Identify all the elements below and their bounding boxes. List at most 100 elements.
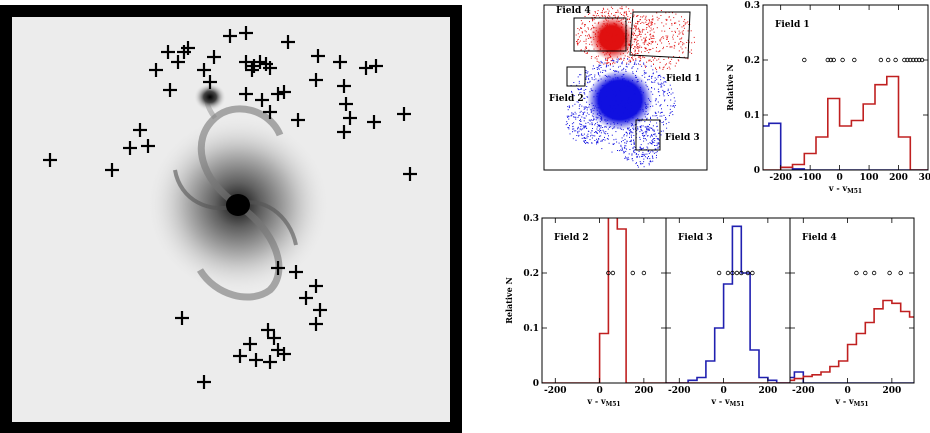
data-point-marker [716, 270, 722, 276]
data-point-marker [739, 270, 744, 276]
plus-marker-icon [43, 153, 57, 167]
x-tick-label: -200 [544, 386, 567, 396]
plus-marker-icon [397, 107, 411, 121]
plus-marker-icon [245, 63, 259, 77]
galaxy-image [0, 5, 462, 433]
y-tick-label: 0 [533, 379, 539, 389]
plus-marker-icon [203, 75, 217, 89]
plus-marker-icon [343, 111, 357, 125]
data-point-marker [840, 57, 845, 63]
plus-marker-icon [197, 63, 211, 77]
plus-marker-icon [359, 61, 373, 75]
plus-marker-icon [367, 115, 381, 129]
y-tick-label: 0.1 [744, 111, 760, 121]
y-axis-label: Relative N [725, 64, 735, 111]
plus-marker-icon [313, 303, 327, 317]
plus-marker-icon [261, 323, 275, 337]
x-tick-label: 0 [720, 386, 726, 396]
plus-marker-icon [207, 50, 221, 64]
plus-marker-icon [277, 347, 291, 361]
red-scatter [575, 6, 695, 71]
data-point-marker [802, 57, 807, 63]
data-point-marker [902, 57, 907, 63]
data-point-marker [610, 270, 616, 276]
plus-marker-icon [339, 97, 353, 111]
data-point-marker [917, 57, 922, 63]
map-label-field-2: Field 2 [549, 94, 584, 104]
histogram-series-2 [763, 75, 928, 170]
plus-marker-icon [337, 125, 351, 139]
histogram-panel-4: -200 0 200 Field 4 v - vM51 [789, 217, 915, 408]
histogram-panel-2: -200 0 200 0 0.1 0.2 0.3 Field 2 v - vM51 Relativ… [504, 214, 667, 408]
y-tick-label: 0.3 [523, 214, 539, 224]
x-tick-label: 300 [919, 173, 930, 183]
x-tick-label: 200 [634, 386, 653, 396]
histogram-series-2 [790, 299, 914, 382]
plus-marker-icon [271, 87, 285, 101]
plus-marker-icon [263, 355, 277, 369]
plus-marker-icon [277, 85, 291, 99]
y-tick-label: 0.3 [744, 1, 760, 11]
map-label-field-4: Field 4 [556, 6, 591, 16]
plus-marker-icon [253, 55, 267, 69]
plus-marker-icon [271, 261, 285, 275]
plus-marker-icon [163, 83, 177, 97]
data-point-marker [734, 270, 740, 276]
y-tick-label: 0 [754, 166, 760, 176]
plus-marker-icon [291, 113, 305, 127]
histogram-series-1 [666, 225, 790, 383]
data-point-marker [745, 270, 751, 276]
histogram-title: Field 2 [554, 233, 589, 243]
plus-marker-icon [281, 35, 295, 49]
plus-marker-icon [149, 63, 163, 77]
plus-marker-icon [309, 279, 323, 293]
plus-marker-icon [309, 317, 323, 331]
data-point-marker [725, 270, 731, 276]
data-point-marker [871, 270, 877, 276]
data-point-marker [908, 57, 913, 63]
plus-marker-icon [263, 105, 277, 119]
plus-marker-icon [141, 139, 155, 153]
field-3-box [635, 119, 661, 151]
x-axis-label: v - vM51 [828, 183, 862, 195]
plus-marker-icon [243, 337, 257, 351]
plus-marker-icon [233, 349, 247, 363]
data-point-marker [750, 270, 755, 276]
data-point-marker [730, 270, 735, 276]
x-tick-label: 0 [836, 173, 842, 183]
plus-marker-icon [255, 93, 269, 107]
x-tick-label: -200 [792, 386, 815, 396]
plus-marker-icon [289, 265, 303, 279]
x-tick-label: 100 [860, 173, 879, 183]
plus-marker-icon [175, 311, 189, 325]
plus-marker-icon [309, 73, 323, 87]
plus-marker-icon [239, 26, 253, 40]
field-map-panel: Field 4 Field 1 Field 2 Field 3 [543, 4, 708, 171]
plus-marker-icon [311, 49, 325, 63]
histogram-series-1 [790, 371, 914, 383]
field-2-box [566, 66, 586, 87]
plus-marker-icon [105, 163, 119, 177]
plus-marker-icon [249, 353, 263, 367]
plus-marker-icon [171, 55, 185, 69]
histogram-title: Field 3 [678, 233, 713, 243]
data-point-marker [893, 57, 898, 63]
y-tick-label: 0.1 [523, 324, 539, 334]
plus-marker-icon [161, 45, 175, 59]
plus-marker-icon [267, 331, 281, 345]
x-axis-label: v - vM51 [710, 396, 744, 408]
x-axis-label: v - vM51 [586, 396, 620, 408]
data-point-marker [911, 57, 916, 63]
data-point-marker [825, 57, 830, 63]
data-point-marker [831, 57, 836, 63]
y-tick-label: 0.2 [744, 56, 760, 66]
plus-marker-icon [197, 375, 211, 389]
y-tick-label: 0.2 [523, 269, 539, 279]
field-1-box [629, 11, 691, 59]
data-point-marker [828, 57, 833, 63]
plus-marker-icon [133, 123, 147, 137]
histogram-series-1 [763, 122, 928, 170]
map-label-field-3: Field 3 [665, 133, 700, 143]
histogram-title: Field 4 [802, 233, 837, 243]
